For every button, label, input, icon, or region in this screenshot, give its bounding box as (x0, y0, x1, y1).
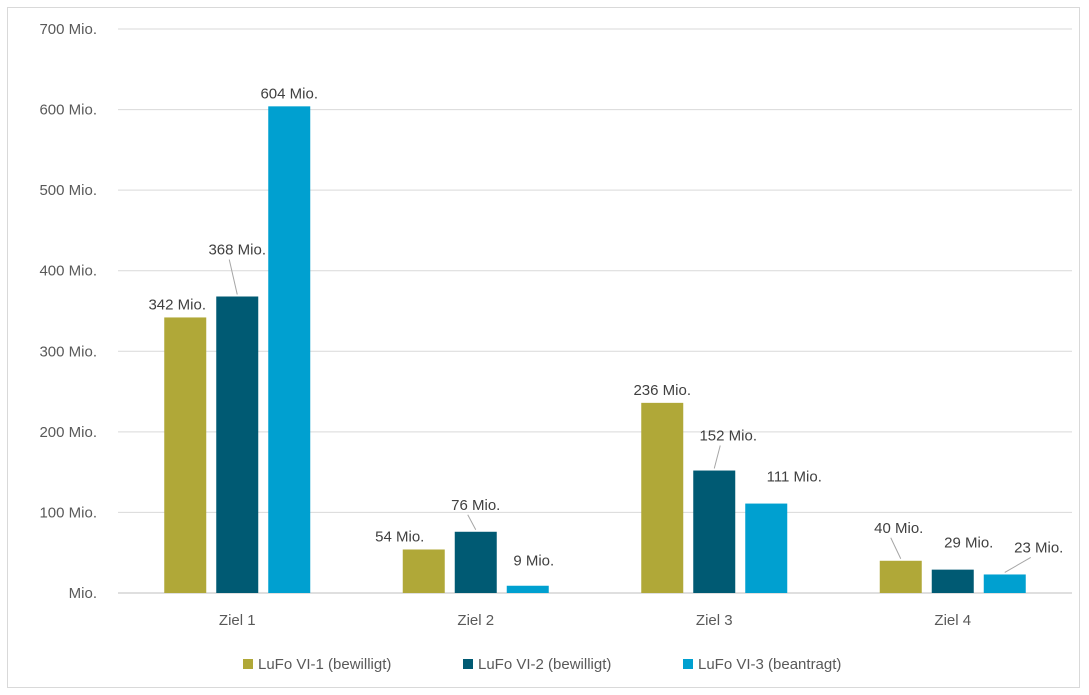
data-label: 368 Mio. (208, 241, 266, 258)
leader-line (713, 445, 721, 469)
y-axis-tick-labels: Mio. 100 Mio. 200 Mio. 300 Mio. 400 Mio. 500 … (39, 21, 97, 602)
leader-line (890, 537, 902, 559)
data-label: 54 Mio. (375, 528, 424, 545)
y-tick-label: 200 Mio. (39, 424, 97, 441)
y-tick-label: 400 Mio. (39, 263, 97, 280)
bar (402, 549, 445, 593)
bar (745, 503, 788, 593)
leader-line (228, 259, 238, 295)
bar (879, 560, 922, 593)
leader-line (1004, 557, 1031, 573)
data-label: 29 Mio. (944, 535, 993, 552)
legend-label: LuFo VI-3 (beantragt) (698, 656, 841, 673)
y-tick-label: 300 Mio. (39, 343, 97, 360)
y-tick-label: 700 Mio. (39, 21, 97, 38)
bar (931, 569, 974, 593)
legend-label: LuFo VI-2 (bewilligt) (478, 656, 611, 673)
data-label: 76 Mio. (451, 497, 500, 514)
x-axis-category-labels: Ziel 1 Ziel 2 Ziel 3 Ziel 4 (219, 612, 971, 629)
data-label: 152 Mio. (699, 428, 757, 445)
y-tick-label: 100 Mio. (39, 504, 97, 521)
bar (454, 531, 497, 593)
bars (164, 106, 1026, 593)
legend-swatch (463, 659, 473, 669)
y-tick-label: 500 Mio. (39, 182, 97, 199)
x-category-label: Ziel 2 (457, 612, 494, 629)
bar (268, 106, 311, 593)
x-category-label: Ziel 4 (934, 612, 971, 629)
data-label: 40 Mio. (874, 520, 923, 537)
data-label: 604 Mio. (260, 85, 318, 102)
bar (983, 574, 1026, 593)
bar (506, 585, 549, 593)
bar (693, 470, 736, 593)
data-labels: 342 Mio. 368 Mio. 604 Mio. 54 Mio. 76 Mio. 9 … (148, 85, 1063, 573)
legend-swatch (683, 659, 693, 669)
x-category-label: Ziel 1 (219, 612, 256, 629)
y-tick-label: 600 Mio. (39, 102, 97, 119)
bar (216, 296, 259, 593)
x-category-label: Ziel 3 (696, 612, 733, 629)
data-label: 23 Mio. (1014, 539, 1063, 556)
grid-lines (118, 28, 1072, 594)
bar (641, 402, 684, 593)
data-label: 236 Mio. (633, 382, 691, 399)
y-tick-label: Mio. (69, 585, 97, 602)
leader-line (467, 514, 477, 531)
legend-swatch (243, 659, 253, 669)
data-label: 9 Mio. (513, 553, 554, 570)
bar (164, 317, 207, 593)
data-label: 342 Mio. (148, 296, 206, 313)
data-label: 111 Mio. (767, 469, 822, 486)
legend: LuFo VI-1 (bewilligt) LuFo VI-2 (bewillig… (243, 656, 841, 673)
legend-label: LuFo VI-1 (bewilligt) (258, 656, 391, 673)
